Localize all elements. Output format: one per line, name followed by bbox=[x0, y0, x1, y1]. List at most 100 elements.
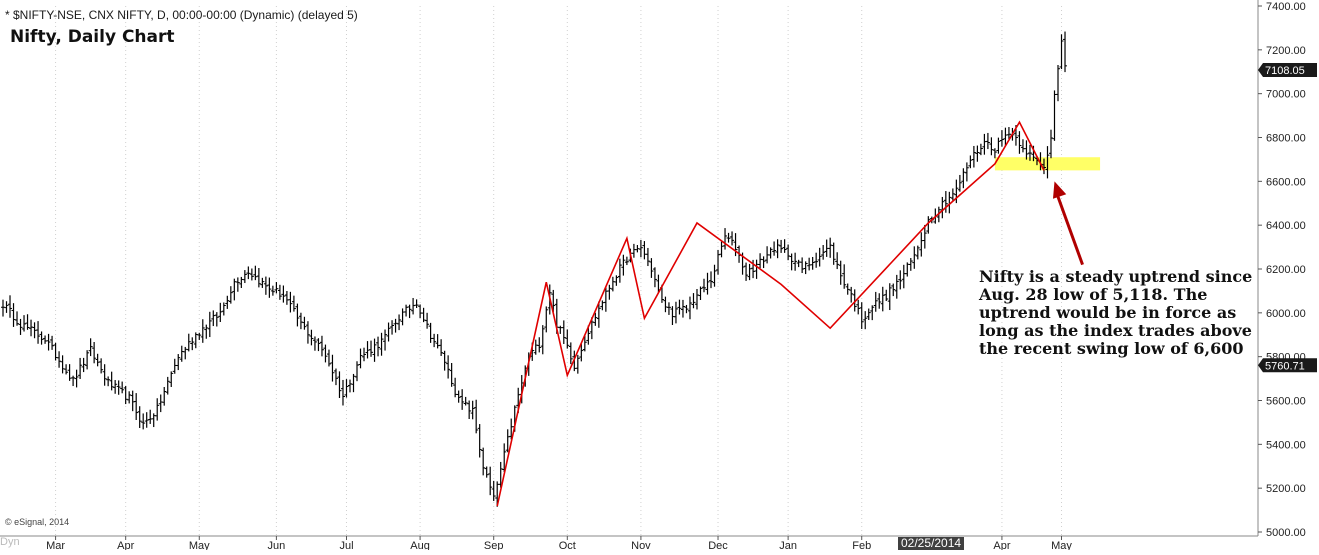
ohlc-bar bbox=[1063, 31, 1068, 73]
ohlc-bar bbox=[64, 364, 69, 375]
ohlc-bar bbox=[694, 288, 699, 310]
ohlc-bar bbox=[323, 344, 328, 363]
ohlc-bar bbox=[460, 389, 465, 410]
ohlc-bar bbox=[446, 355, 451, 379]
ohlc-bar bbox=[123, 385, 128, 405]
annotation-text: Nifty is a steady uptrend since Aug. 28 … bbox=[979, 267, 1253, 358]
ohlc-bar bbox=[786, 244, 791, 261]
ohlc-bar bbox=[905, 262, 910, 277]
ohlc-bar bbox=[568, 342, 573, 365]
ohlc-bar bbox=[369, 340, 374, 357]
ohlc-bar bbox=[207, 311, 212, 338]
ohlc-bar bbox=[908, 258, 913, 271]
ohlc-bar bbox=[326, 349, 331, 367]
ohlc-bar bbox=[362, 347, 367, 362]
ohlc-bar bbox=[50, 335, 55, 350]
ohlc-bar bbox=[702, 278, 706, 293]
ohlc-bar bbox=[288, 291, 293, 313]
ohlc-bar bbox=[36, 321, 41, 344]
ohlc-bar bbox=[968, 155, 973, 169]
ohlc-bar bbox=[179, 345, 184, 362]
ohlc-bar bbox=[130, 390, 135, 412]
ohlc-bar bbox=[842, 264, 847, 289]
ohlc-bar bbox=[996, 137, 1001, 154]
dyn-tab[interactable]: Dyn bbox=[0, 536, 20, 548]
ohlc-bar bbox=[347, 379, 352, 393]
ohlc-bar bbox=[719, 241, 724, 258]
ohlc-bar bbox=[789, 253, 794, 271]
ohlc-bar bbox=[155, 398, 160, 421]
ohlc-bar bbox=[312, 336, 317, 351]
ohlc-bar bbox=[971, 145, 976, 168]
ohlc-bar bbox=[172, 358, 177, 374]
ohlc-bar bbox=[880, 286, 885, 312]
ohlc-bar bbox=[439, 339, 444, 356]
ohlc-bar bbox=[484, 466, 489, 478]
x-tick-label: Apr bbox=[993, 540, 1010, 550]
ohlc-bar bbox=[831, 242, 836, 265]
last-price-tag: 7108.05 bbox=[1258, 62, 1317, 77]
x-tick-label: May bbox=[1051, 540, 1072, 550]
trend-line bbox=[496, 120, 1045, 507]
y-tick-label: 6400.00 bbox=[1266, 220, 1306, 232]
ohlc-bar bbox=[488, 466, 493, 496]
ohlc-bar bbox=[673, 301, 678, 324]
ohlc-bar bbox=[709, 271, 714, 289]
ohlc-bar bbox=[340, 379, 345, 406]
ohlc-bar bbox=[796, 259, 801, 268]
ohlc-bar bbox=[246, 266, 251, 280]
ohlc-bar bbox=[617, 258, 622, 283]
ohlc-bar bbox=[631, 243, 636, 258]
ohlc-bar bbox=[302, 316, 307, 330]
x-tick-label: Feb bbox=[852, 540, 871, 550]
ohlc-bar bbox=[418, 304, 423, 319]
ohlc-bar bbox=[954, 179, 959, 204]
ohlc-bar bbox=[144, 412, 149, 428]
ohlc-bar bbox=[211, 310, 216, 327]
ohlc-bar bbox=[319, 335, 324, 357]
ohlc-bar bbox=[901, 264, 906, 289]
ohlc-bar bbox=[877, 293, 882, 309]
ohlc-bar bbox=[397, 314, 402, 331]
ohlc-bar bbox=[537, 337, 542, 353]
ohlc-bar bbox=[624, 256, 629, 266]
ohlc-bar bbox=[1024, 140, 1029, 160]
ohlc-bar bbox=[992, 148, 997, 159]
ohlc-bar bbox=[407, 304, 412, 319]
ohlc-bar bbox=[81, 357, 86, 373]
ohlc-bar bbox=[828, 237, 833, 258]
ohlc-bar bbox=[856, 299, 861, 315]
ohlc-bar bbox=[614, 275, 619, 286]
y-tick-label: 5400.00 bbox=[1266, 439, 1306, 451]
ohlc-bar bbox=[18, 318, 23, 335]
ohlc-bar bbox=[393, 318, 398, 333]
ohlc-bar bbox=[1052, 90, 1057, 141]
ohlc-bar bbox=[680, 299, 685, 318]
ohlc-bar bbox=[232, 278, 237, 301]
ohlc-bar bbox=[383, 329, 388, 351]
y-tick-label: 7200.00 bbox=[1266, 45, 1306, 57]
ohlc-bar bbox=[372, 338, 377, 362]
ohlc-bar bbox=[807, 257, 812, 271]
ohlc-bar bbox=[684, 304, 689, 314]
x-tick-label: Aug bbox=[410, 540, 430, 550]
ohlc-bar bbox=[891, 283, 896, 297]
ohlc-bar bbox=[25, 314, 30, 330]
y-tick-label: 5000.00 bbox=[1266, 527, 1306, 539]
ohlc-bar bbox=[253, 265, 258, 281]
ohlc-bar bbox=[593, 312, 598, 326]
ohlc-bar bbox=[733, 233, 738, 257]
ohlc-bar bbox=[544, 306, 549, 333]
ohlc-bar bbox=[481, 447, 486, 476]
ohlc-bar bbox=[78, 357, 83, 379]
ohlc-bar bbox=[772, 241, 777, 256]
ohlc-bar bbox=[838, 260, 843, 285]
ohlc-bar bbox=[859, 302, 864, 329]
grid-layer bbox=[55, 6, 1063, 536]
y-tick-label: 5200.00 bbox=[1266, 483, 1306, 495]
ohlc-bar bbox=[824, 239, 829, 257]
ohlc-bar bbox=[386, 322, 391, 342]
ohlc-bar bbox=[730, 231, 735, 246]
ohlc-bar bbox=[270, 285, 275, 296]
